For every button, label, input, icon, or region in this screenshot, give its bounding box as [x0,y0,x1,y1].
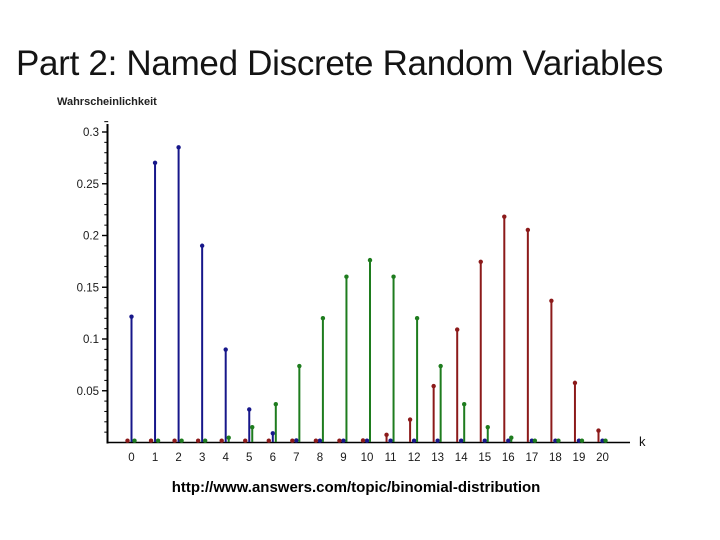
red-series-marker [572,380,578,386]
x-tick-label: 19 [573,452,586,464]
blue-series-marker [341,438,346,443]
x-tick-label: 1 [152,452,158,464]
red-series-marker [243,438,248,443]
red-series-marker [337,438,342,443]
red-series-marker [195,438,201,443]
red-series-marker [549,298,554,304]
x-tick-label: 5 [246,452,252,464]
green-series-marker [462,402,467,407]
x-tick-label: 11 [385,452,397,464]
green-series-marker [226,435,231,440]
y-tick-label: 0.25 [77,179,99,191]
green-series-marker [579,438,585,443]
y-axis-label: Wahrscheinlichkeit [57,96,157,108]
blue-series-marker [364,438,370,443]
x-tick-label: 2 [175,452,181,464]
y-tick-label: 0.15 [77,282,99,294]
green-series-marker [556,438,561,443]
blue-series-marker [176,145,181,150]
blue-series-marker [388,438,393,443]
green-series-marker [532,438,538,443]
green-series-marker [367,257,373,263]
red-series-marker [502,214,507,219]
blue-series-marker [317,438,323,443]
x-tick-label: 9 [340,452,346,464]
blue-series-marker [152,160,158,166]
slide-title: Part 2: Named Discrete Random Variables [16,44,664,83]
green-series-marker [603,438,608,443]
y-tick-label: 0.3 [83,127,99,139]
red-series-marker [172,438,177,443]
red-series-marker [125,438,130,443]
blue-series-marker [411,438,417,443]
red-series-marker [360,438,366,443]
x-tick-label: 15 [478,452,491,464]
green-series-marker [391,274,396,279]
x-tick-label: 3 [199,452,205,464]
red-series-marker [525,227,531,233]
green-series-marker [438,363,443,369]
red-series-marker [290,438,295,443]
green-series-marker [414,315,420,321]
x-tick-label: 6 [270,452,276,464]
green-series-marker [155,438,161,443]
green-series-marker [132,438,137,443]
x-tick-label: 0 [128,452,134,464]
red-series-marker [266,438,271,443]
y-tick-label: 0.05 [77,386,99,398]
green-series-marker [509,435,514,440]
red-series-marker [219,438,224,443]
blue-series-marker [506,438,511,443]
red-series-marker [407,417,413,422]
blue-series-marker [270,431,275,436]
y-tick-label: 0.2 [83,231,99,243]
blue-series-marker [435,438,440,443]
x-tick-label: 20 [596,452,609,464]
red-series-marker [455,327,460,332]
green-series-marker [202,438,208,443]
y-tick-label: 0.1 [83,334,99,346]
source-url-caption: http://www.answers.com/topic/binomial-di… [171,479,541,496]
red-series-marker [478,259,483,264]
x-tick-label: 8 [317,452,323,464]
x-tick-label: 7 [293,452,299,464]
red-series-marker [596,428,601,433]
green-series-marker [344,274,349,279]
red-series-marker [384,432,389,438]
x-tick-label: 12 [408,452,421,464]
blue-series-marker [459,438,464,443]
blue-series-marker [247,407,252,412]
green-series-marker [297,363,302,369]
x-tick-label: 16 [502,452,515,464]
green-series-marker [320,315,326,321]
green-series-marker [250,424,255,430]
x-tick-label: 10 [361,452,374,464]
red-series-marker [148,438,154,443]
x-tick-label: 13 [431,452,444,464]
blue-series-marker [482,438,487,443]
blue-series-marker [199,243,205,248]
green-series-marker [485,424,490,430]
x-axis-label: k [639,434,646,449]
red-series-marker [313,438,319,443]
green-series-marker [179,438,184,443]
blue-series-marker [129,314,134,319]
x-tick-label: 18 [549,452,562,464]
x-tick-label: 4 [222,452,229,464]
x-tick-label: 14 [455,452,468,464]
blue-series-marker [294,438,299,443]
blue-series-marker [223,347,228,352]
green-series-marker [273,402,278,407]
x-tick-label: 17 [525,452,538,464]
red-series-marker [431,383,436,389]
